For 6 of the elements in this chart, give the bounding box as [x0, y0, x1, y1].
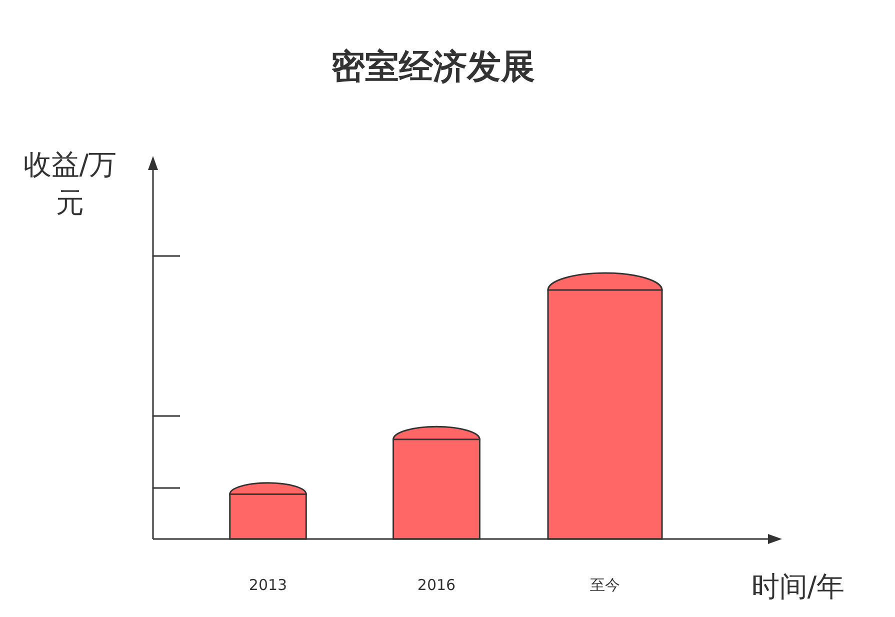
chart-title: 密室经济发展	[331, 47, 535, 87]
x-tick-label: 至今	[590, 576, 620, 594]
x-axis-title: 时间/年	[751, 570, 845, 603]
x-tick-label: 2013	[248, 576, 288, 594]
x-tick-label: 2016	[417, 576, 456, 594]
y-axis-title: 收益/万元	[23, 148, 117, 219]
